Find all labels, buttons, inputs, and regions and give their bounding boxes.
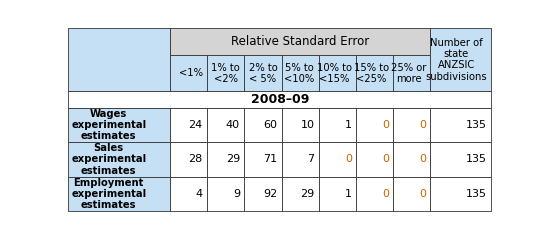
Bar — [319, 108, 356, 142]
Bar — [430, 177, 491, 211]
Text: 0: 0 — [382, 189, 389, 199]
Bar — [430, 28, 491, 91]
Text: 0: 0 — [382, 120, 389, 130]
Bar — [356, 55, 393, 91]
Text: 24: 24 — [188, 120, 203, 130]
Bar — [170, 142, 207, 177]
Text: 0: 0 — [419, 120, 426, 130]
Bar — [244, 55, 282, 91]
Text: 71: 71 — [263, 155, 277, 164]
Text: 135: 135 — [466, 189, 487, 199]
Text: Sales
experimental
estimates: Sales experimental estimates — [71, 143, 146, 176]
Bar — [393, 108, 430, 142]
Text: 10% to
<15%: 10% to <15% — [317, 63, 352, 84]
Text: 2008–09: 2008–09 — [251, 93, 309, 106]
Text: 92: 92 — [263, 189, 277, 199]
Bar — [282, 177, 319, 211]
Text: 5% to
<10%: 5% to <10% — [284, 63, 314, 84]
Bar — [282, 55, 319, 91]
Bar — [356, 142, 393, 177]
Bar — [170, 28, 430, 55]
Bar — [393, 142, 430, 177]
Text: 40: 40 — [226, 120, 240, 130]
Text: 7: 7 — [307, 155, 314, 164]
Bar — [207, 177, 244, 211]
Text: 29: 29 — [226, 155, 240, 164]
Bar — [244, 177, 282, 211]
Bar — [430, 142, 491, 177]
Text: 4: 4 — [195, 189, 203, 199]
Bar — [68, 177, 170, 211]
Bar — [356, 108, 393, 142]
Bar — [170, 55, 207, 91]
Text: 0: 0 — [419, 155, 426, 164]
Bar — [319, 177, 356, 211]
Text: Relative Standard Error: Relative Standard Error — [231, 36, 369, 48]
Bar — [207, 142, 244, 177]
Bar — [244, 108, 282, 142]
Bar — [207, 55, 244, 91]
Text: Employment
experimental
estimates: Employment experimental estimates — [71, 178, 146, 210]
Bar — [393, 177, 430, 211]
Bar — [244, 142, 282, 177]
Text: 9: 9 — [233, 189, 240, 199]
Bar — [319, 142, 356, 177]
Bar — [282, 108, 319, 142]
Text: 15% to
<25%: 15% to <25% — [354, 63, 389, 84]
Bar — [282, 142, 319, 177]
Bar — [68, 142, 170, 177]
Text: 1% to
<2%: 1% to <2% — [211, 63, 240, 84]
Text: 29: 29 — [300, 189, 314, 199]
Bar — [170, 177, 207, 211]
Text: 10: 10 — [300, 120, 314, 130]
Text: 1: 1 — [345, 189, 352, 199]
Text: 135: 135 — [466, 155, 487, 164]
Text: Number of
state
ANZSIC
subdivisions: Number of state ANZSIC subdivisions — [425, 38, 487, 82]
Bar — [356, 177, 393, 211]
Bar — [68, 108, 170, 142]
Bar — [170, 108, 207, 142]
Bar — [207, 108, 244, 142]
Text: 2% to
< 5%: 2% to < 5% — [248, 63, 277, 84]
Bar — [393, 55, 430, 91]
Text: 28: 28 — [188, 155, 203, 164]
Bar — [319, 55, 356, 91]
Bar — [68, 28, 170, 91]
Text: 60: 60 — [263, 120, 277, 130]
Text: <1%: <1% — [179, 68, 203, 78]
Text: Wages
experimental
estimates: Wages experimental estimates — [71, 109, 146, 141]
Text: 0: 0 — [382, 155, 389, 164]
Text: 1: 1 — [345, 120, 352, 130]
Text: 0: 0 — [345, 155, 352, 164]
Bar — [430, 108, 491, 142]
Text: 135: 135 — [466, 120, 487, 130]
Text: 25% or
more: 25% or more — [391, 63, 426, 84]
Text: 0: 0 — [419, 189, 426, 199]
Bar — [68, 91, 491, 108]
